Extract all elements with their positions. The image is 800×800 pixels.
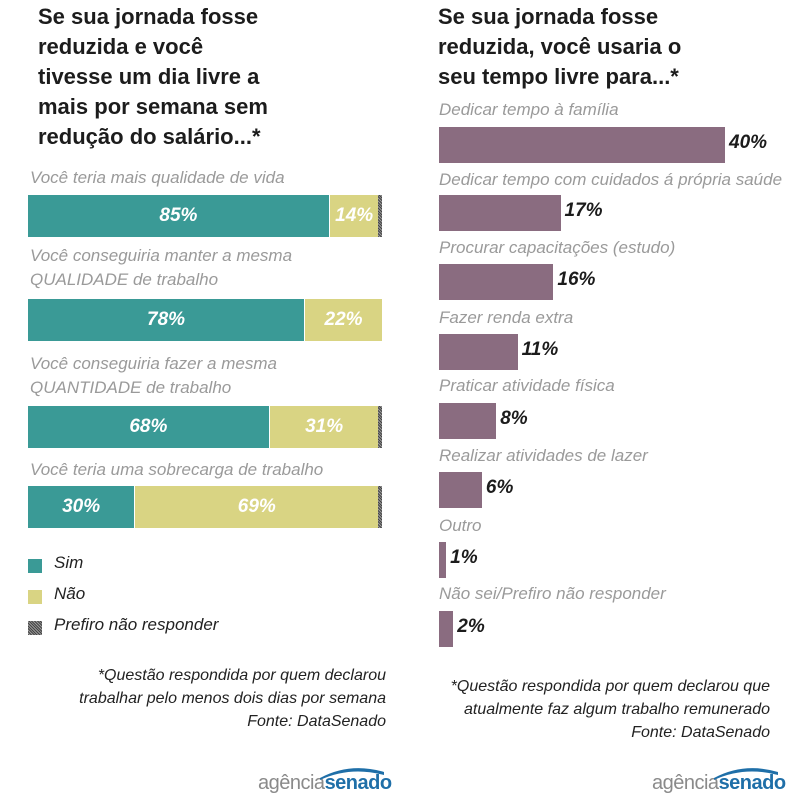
logo-text-agencia: agência — [258, 772, 325, 794]
data-label: 14% — [335, 205, 374, 226]
legend-label-sim: Sim — [54, 553, 84, 572]
question-label-line: Você conseguiria manter a mesma — [30, 246, 293, 265]
right-source: Fonte: DataSenado — [631, 724, 770, 741]
legend-swatch-nao — [28, 590, 42, 604]
bar-segment-sim: 30% — [28, 486, 135, 528]
data-label: 8% — [500, 408, 528, 429]
stacked-bar: 30% 69% — [28, 486, 382, 528]
data-label: 6% — [485, 477, 514, 498]
stacked-bar: 78% 22% — [28, 299, 382, 341]
category-label: Não sei/Prefiro não responder — [439, 584, 666, 603]
bar-segment-sim: 85% — [28, 195, 329, 237]
question-label-line: QUANTIDADE de trabalho — [30, 378, 232, 397]
bar-segment-sim: 78% — [28, 299, 305, 341]
legend-item-prefiro-nao-responder: Prefiro não responder — [28, 614, 288, 642]
bar-row: 2% — [439, 611, 789, 647]
bar — [439, 195, 561, 231]
category-label: Praticar atividade física — [439, 376, 615, 395]
question-label: Você conseguiria fazer a mesma QUANTIDADE… — [30, 352, 360, 400]
bar-segment-sim: 68% — [28, 406, 269, 448]
logo-text-senado: senado — [718, 772, 787, 794]
category-label: Fazer renda extra — [439, 308, 574, 327]
question-label: Você teria mais qualidade de vida — [30, 166, 360, 190]
data-label: 85% — [159, 205, 198, 226]
bar-segment-nao: 69% — [134, 486, 379, 528]
agencia-senado-logo: agênciasenado — [652, 768, 787, 795]
data-label: 16% — [557, 269, 596, 290]
legend-item-sim: Sim — [28, 552, 288, 580]
logo-text-senado: senado — [324, 772, 393, 794]
logo-text-agencia: agência — [652, 772, 719, 794]
data-label: 30% — [62, 496, 101, 517]
legend-label-nao: Não — [54, 584, 86, 603]
data-label: 68% — [129, 416, 168, 437]
agencia-senado-logo: agênciasenado — [258, 768, 393, 795]
bar-segment-nao: 31% — [268, 406, 379, 448]
question-label-line: Você teria uma sobrecarga de trabalho — [30, 460, 324, 479]
question-label-line: Você teria mais qualidade de vida — [30, 168, 285, 187]
question-label: Você conseguiria manter a mesma QUALIDADE… — [30, 244, 360, 292]
bar — [439, 542, 447, 578]
bar — [439, 264, 554, 300]
bar-row: 6% — [439, 472, 789, 508]
bar-row: 1% — [439, 542, 789, 578]
data-label: 69% — [237, 496, 276, 517]
category-label: Realizar atividades de lazer — [439, 446, 648, 465]
bar-row: 17% — [439, 195, 789, 231]
bar — [439, 472, 482, 508]
data-label: 40% — [729, 132, 768, 153]
bar-segment-pnr — [378, 195, 382, 237]
data-label: 11% — [521, 339, 559, 360]
question-label-line: Você conseguiria fazer a mesma — [30, 354, 277, 373]
legend-swatch-sim — [28, 559, 42, 573]
left-note-text: *Questão respondida por quem declarou tr… — [79, 667, 386, 707]
data-label: 22% — [324, 309, 363, 330]
bar — [439, 334, 518, 370]
data-label: 2% — [457, 616, 485, 637]
bar — [439, 403, 497, 439]
category-label: Dedicar tempo à família — [439, 100, 619, 119]
left-source: Fonte: DataSenado — [247, 713, 386, 730]
left-panel: Se sua jornada fosse reduzida e você tiv… — [16, 4, 393, 795]
bar-row: 40% — [439, 127, 789, 163]
right-panel: Se sua jornada fosse reduzida, você usar… — [400, 0, 800, 800]
category-label: Dedicar tempo com cuidados á própria saú… — [439, 170, 783, 189]
bar-row: 11% — [439, 334, 789, 370]
legend-label-prefiro-nao-responder: Prefiro não responder — [54, 615, 219, 634]
legend-item-nao: Não — [28, 583, 288, 611]
bar — [439, 127, 725, 163]
data-label: 1% — [450, 547, 478, 568]
bar — [439, 611, 454, 647]
right-note-text: *Questão respondida por quem declarou qu… — [450, 678, 770, 718]
bar-segment-pnr — [378, 486, 382, 528]
stacked-bar: 68% 31% — [28, 406, 382, 448]
logo-swoosh-icon — [320, 768, 384, 780]
left-chart-title: Se sua jornada fosse reduzida e você tiv… — [38, 4, 268, 149]
stacked-bar: 85% 14% — [28, 195, 382, 237]
right-footnote: *Questão respondida por quem declarou qu… — [400, 675, 770, 744]
question-label-line: QUALIDADE de trabalho — [30, 270, 219, 289]
category-label: Outro — [439, 516, 482, 535]
bar-segment-nao: 22% — [304, 299, 382, 341]
data-label: 78% — [147, 309, 186, 330]
category-label: Procurar capacitações (estudo) — [439, 238, 676, 257]
question-label: Você teria uma sobrecarga de trabalho — [30, 458, 360, 482]
bar-row: 16% — [439, 264, 789, 300]
bar-row: 8% — [439, 403, 789, 439]
data-label: 31% — [305, 416, 344, 437]
legend-swatch-prefiro-nao-responder — [28, 621, 42, 635]
left-footnote: *Questão respondida por quem declarou tr… — [16, 664, 386, 733]
logo-swoosh-icon — [714, 768, 778, 780]
bar-segment-nao: 14% — [328, 195, 379, 237]
bar-segment-pnr — [378, 406, 382, 448]
right-chart-title: Se sua jornada fosse reduzida, você usar… — [438, 4, 682, 89]
data-label: 17% — [564, 200, 603, 221]
